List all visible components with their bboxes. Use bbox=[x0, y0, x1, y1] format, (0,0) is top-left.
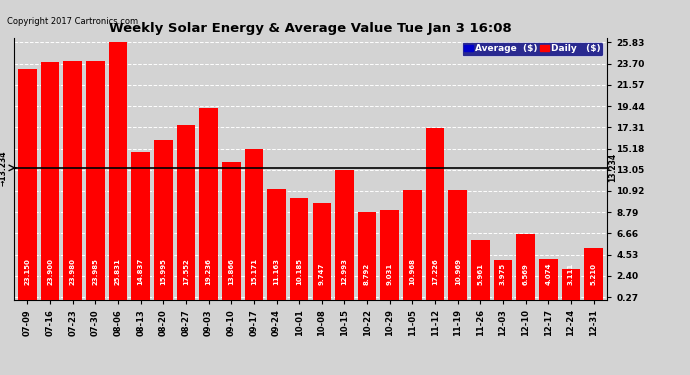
Text: 23.985: 23.985 bbox=[92, 258, 99, 285]
Text: 23.980: 23.980 bbox=[70, 258, 76, 285]
Text: Copyright 2017 Cartronics.com: Copyright 2017 Cartronics.com bbox=[7, 17, 138, 26]
Bar bbox=[380, 210, 399, 300]
Bar bbox=[358, 212, 377, 300]
Bar bbox=[494, 260, 512, 300]
Bar bbox=[86, 61, 105, 300]
Text: 19.236: 19.236 bbox=[206, 258, 212, 285]
Text: 5.210: 5.210 bbox=[591, 263, 597, 285]
Text: 17.552: 17.552 bbox=[183, 258, 189, 285]
Text: 10.969: 10.969 bbox=[455, 258, 461, 285]
Bar bbox=[244, 148, 263, 300]
Text: 25.831: 25.831 bbox=[115, 258, 121, 285]
Text: 12.993: 12.993 bbox=[342, 258, 348, 285]
Bar bbox=[63, 61, 82, 300]
Bar bbox=[154, 140, 172, 300]
Text: 15.995: 15.995 bbox=[160, 258, 166, 285]
Bar bbox=[177, 125, 195, 300]
Bar bbox=[448, 190, 467, 300]
Bar bbox=[584, 248, 603, 300]
Text: →13.234: →13.234 bbox=[0, 150, 8, 186]
Bar bbox=[290, 198, 308, 300]
Text: 23.150: 23.150 bbox=[24, 258, 30, 285]
Bar bbox=[335, 170, 354, 300]
Bar bbox=[562, 269, 580, 300]
Text: 10.968: 10.968 bbox=[409, 258, 415, 285]
Text: 15.171: 15.171 bbox=[251, 258, 257, 285]
Bar bbox=[267, 189, 286, 300]
Text: 14.837: 14.837 bbox=[137, 258, 144, 285]
Bar bbox=[199, 108, 218, 300]
Bar bbox=[403, 190, 422, 300]
Bar bbox=[109, 42, 127, 300]
Text: 17.226: 17.226 bbox=[432, 258, 438, 285]
Text: 6.569: 6.569 bbox=[522, 263, 529, 285]
Bar bbox=[539, 259, 558, 300]
Text: 5.961: 5.961 bbox=[477, 263, 484, 285]
Bar bbox=[471, 240, 490, 300]
Bar bbox=[313, 202, 331, 300]
Text: 11.163: 11.163 bbox=[273, 258, 279, 285]
Bar bbox=[222, 162, 241, 300]
Text: 4.074: 4.074 bbox=[545, 262, 551, 285]
Text: 13.234: 13.234 bbox=[609, 153, 618, 183]
Bar bbox=[131, 152, 150, 300]
Text: 8.792: 8.792 bbox=[364, 262, 370, 285]
Legend: Average  ($), Daily   ($): Average ($), Daily ($) bbox=[462, 42, 602, 56]
Text: 13.866: 13.866 bbox=[228, 258, 234, 285]
Text: 10.185: 10.185 bbox=[296, 258, 302, 285]
Title: Weekly Solar Energy & Average Value Tue Jan 3 16:08: Weekly Solar Energy & Average Value Tue … bbox=[109, 22, 512, 35]
Bar bbox=[426, 128, 444, 300]
Text: 23.900: 23.900 bbox=[47, 258, 53, 285]
Bar bbox=[18, 69, 37, 300]
Text: 9.747: 9.747 bbox=[319, 262, 325, 285]
Text: 3.111: 3.111 bbox=[568, 262, 574, 285]
Bar bbox=[516, 234, 535, 300]
Bar bbox=[41, 62, 59, 300]
Text: 3.975: 3.975 bbox=[500, 262, 506, 285]
Text: 9.031: 9.031 bbox=[387, 262, 393, 285]
